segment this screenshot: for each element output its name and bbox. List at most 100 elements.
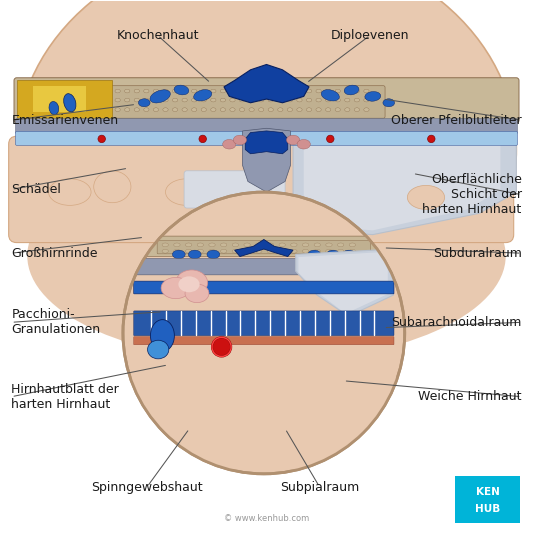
Ellipse shape bbox=[150, 320, 174, 352]
Ellipse shape bbox=[279, 249, 285, 253]
Ellipse shape bbox=[278, 89, 283, 93]
FancyBboxPatch shape bbox=[14, 78, 519, 123]
Circle shape bbox=[199, 135, 206, 143]
Ellipse shape bbox=[345, 108, 350, 111]
Text: Subpialraum: Subpialraum bbox=[280, 481, 359, 494]
Ellipse shape bbox=[306, 98, 312, 102]
Ellipse shape bbox=[63, 94, 76, 112]
Ellipse shape bbox=[335, 108, 341, 111]
Polygon shape bbox=[245, 131, 288, 154]
Text: HUB: HUB bbox=[475, 504, 500, 514]
FancyBboxPatch shape bbox=[15, 132, 518, 146]
Ellipse shape bbox=[286, 135, 300, 145]
Ellipse shape bbox=[239, 89, 245, 93]
Ellipse shape bbox=[321, 90, 340, 101]
Ellipse shape bbox=[297, 140, 310, 149]
Text: Diploevenen: Diploevenen bbox=[331, 29, 409, 42]
Ellipse shape bbox=[343, 250, 356, 259]
Text: © www.kenhub.com: © www.kenhub.com bbox=[224, 514, 309, 523]
Polygon shape bbox=[296, 249, 393, 316]
Ellipse shape bbox=[49, 179, 91, 205]
Ellipse shape bbox=[335, 98, 341, 102]
Ellipse shape bbox=[201, 108, 206, 111]
Ellipse shape bbox=[172, 89, 177, 93]
Ellipse shape bbox=[220, 89, 225, 93]
Polygon shape bbox=[298, 252, 388, 313]
Ellipse shape bbox=[239, 98, 245, 102]
Ellipse shape bbox=[287, 98, 293, 102]
FancyBboxPatch shape bbox=[157, 241, 370, 254]
Text: Hirnhautblatt der
harten Hirnhaut: Hirnhautblatt der harten Hirnhaut bbox=[11, 383, 119, 411]
Ellipse shape bbox=[306, 89, 312, 93]
Ellipse shape bbox=[17, 0, 516, 357]
FancyBboxPatch shape bbox=[133, 236, 394, 256]
Polygon shape bbox=[304, 123, 500, 230]
Text: Weiche Hirnhaut: Weiche Hirnhaut bbox=[418, 390, 522, 403]
Ellipse shape bbox=[182, 108, 187, 111]
Ellipse shape bbox=[182, 98, 187, 102]
Ellipse shape bbox=[287, 89, 293, 93]
Ellipse shape bbox=[163, 89, 168, 93]
FancyBboxPatch shape bbox=[106, 86, 385, 118]
Ellipse shape bbox=[115, 98, 120, 102]
Ellipse shape bbox=[326, 98, 331, 102]
Ellipse shape bbox=[191, 108, 197, 111]
Polygon shape bbox=[17, 80, 112, 120]
Ellipse shape bbox=[134, 108, 140, 111]
Ellipse shape bbox=[209, 243, 215, 247]
Text: Subarachnoidalraum: Subarachnoidalraum bbox=[391, 316, 522, 329]
Ellipse shape bbox=[337, 243, 344, 247]
Ellipse shape bbox=[201, 98, 206, 102]
Ellipse shape bbox=[314, 249, 320, 253]
Ellipse shape bbox=[134, 89, 140, 93]
Ellipse shape bbox=[188, 250, 201, 259]
Ellipse shape bbox=[259, 89, 264, 93]
FancyBboxPatch shape bbox=[134, 337, 394, 345]
Ellipse shape bbox=[154, 89, 159, 93]
Text: Schädel: Schädel bbox=[11, 183, 61, 196]
Ellipse shape bbox=[185, 249, 192, 253]
Ellipse shape bbox=[383, 99, 394, 107]
Ellipse shape bbox=[221, 249, 227, 253]
Text: Pacchioni-
Granulationen: Pacchioni- Granulationen bbox=[11, 308, 100, 336]
Ellipse shape bbox=[230, 108, 235, 111]
Ellipse shape bbox=[144, 89, 149, 93]
Ellipse shape bbox=[154, 98, 159, 102]
Ellipse shape bbox=[354, 98, 360, 102]
Ellipse shape bbox=[115, 89, 120, 93]
Ellipse shape bbox=[211, 98, 216, 102]
Circle shape bbox=[212, 337, 231, 357]
Ellipse shape bbox=[407, 185, 445, 209]
Circle shape bbox=[123, 192, 405, 474]
Ellipse shape bbox=[144, 98, 149, 102]
Polygon shape bbox=[224, 64, 309, 103]
Ellipse shape bbox=[278, 108, 283, 111]
Ellipse shape bbox=[162, 249, 168, 253]
Ellipse shape bbox=[349, 243, 356, 247]
Ellipse shape bbox=[364, 89, 369, 93]
Ellipse shape bbox=[302, 243, 309, 247]
Ellipse shape bbox=[211, 89, 216, 93]
Ellipse shape bbox=[297, 108, 302, 111]
Ellipse shape bbox=[290, 243, 297, 247]
FancyBboxPatch shape bbox=[9, 136, 514, 243]
Ellipse shape bbox=[27, 150, 506, 362]
Ellipse shape bbox=[249, 89, 254, 93]
Ellipse shape bbox=[148, 340, 169, 359]
Ellipse shape bbox=[267, 249, 273, 253]
FancyBboxPatch shape bbox=[134, 311, 394, 336]
Text: Großhirnrinde: Großhirnrinde bbox=[11, 247, 98, 260]
Ellipse shape bbox=[365, 92, 381, 101]
Polygon shape bbox=[33, 86, 86, 112]
Polygon shape bbox=[235, 239, 293, 256]
Ellipse shape bbox=[193, 90, 212, 101]
Ellipse shape bbox=[297, 89, 302, 93]
Text: Oberflächliche
Schicht der
harten Hirnhaut: Oberflächliche Schicht der harten Hirnha… bbox=[423, 173, 522, 216]
Ellipse shape bbox=[49, 101, 59, 115]
Ellipse shape bbox=[268, 108, 273, 111]
Ellipse shape bbox=[150, 90, 171, 103]
Ellipse shape bbox=[185, 243, 192, 247]
Ellipse shape bbox=[197, 243, 204, 247]
Text: Spinngewebshaut: Spinngewebshaut bbox=[91, 481, 203, 494]
Ellipse shape bbox=[191, 98, 197, 102]
